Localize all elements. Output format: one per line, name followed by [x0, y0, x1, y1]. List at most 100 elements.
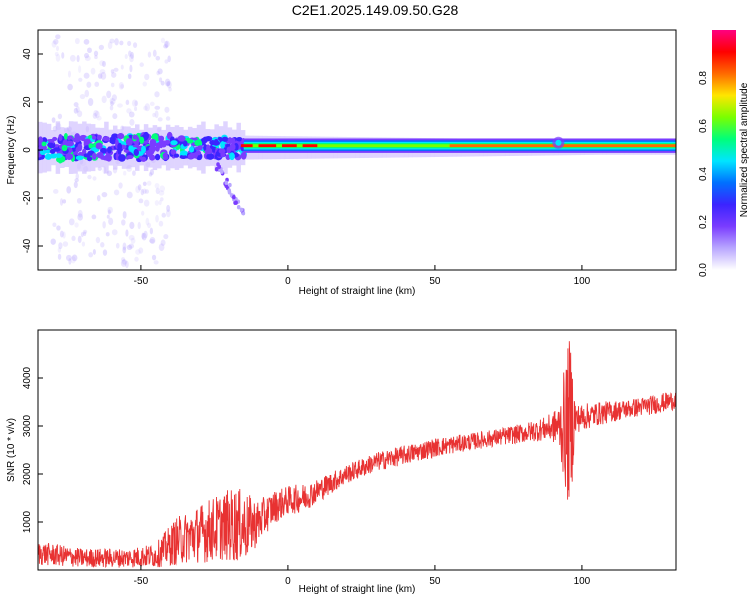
- spectrogram-cell: [78, 65, 82, 73]
- spectrogram-cell: [148, 172, 153, 177]
- spectrogram-cell: [128, 144, 134, 152]
- spectrogram-cell: [126, 108, 132, 114]
- spectrogram-cell: [54, 51, 59, 57]
- spectrogram-cell: [163, 44, 168, 49]
- spectrogram-cell: [153, 260, 159, 265]
- spectrogram-cell: [118, 182, 123, 189]
- spectrogram-cell: [179, 154, 188, 160]
- spectrogram-cell: [236, 137, 243, 142]
- spectrogram-cell: [155, 214, 159, 223]
- spectrogram-panel: -50 0 50 100 -40 -20 0 20 40 Height of straight…: [6, 29, 677, 297]
- spectrogram-cell: [41, 141, 47, 147]
- spectrogram-cell: [164, 41, 169, 49]
- spectrogram-cell: [228, 182, 232, 188]
- spectrogram-cell: [96, 135, 102, 141]
- spectrogram-cell: [152, 49, 157, 58]
- spectrogram-cell: [164, 59, 169, 64]
- spectrogram-cell: [102, 155, 110, 161]
- spectrogram-cell: [177, 135, 186, 142]
- spectrogram-cell: [144, 73, 150, 81]
- spectrogram-cell: [130, 51, 134, 59]
- spectrogram-cell: [157, 117, 163, 122]
- spectrogram-cell: [67, 135, 74, 141]
- spectrogram-cell: [114, 38, 119, 46]
- spectrogram-cell: [77, 209, 83, 218]
- spectrogram-cell: [70, 256, 76, 264]
- spectrogram-cell: [163, 40, 170, 48]
- spectrogram-cell: [58, 242, 63, 250]
- spectrogram-x-ticks: -50 0 50 100: [134, 265, 591, 287]
- snr-y-tick-label: 4000: [22, 366, 33, 389]
- snr-plot-area: [38, 341, 676, 568]
- spectrogram-cell: [149, 101, 155, 107]
- spectrogram-cell: [180, 150, 188, 156]
- spectrogram-cell: [86, 81, 92, 88]
- spectrogram-cell: [164, 78, 171, 87]
- spectrogram-y-tick-label: 0: [22, 147, 33, 153]
- spectrogram-y-tick-label: 40: [22, 48, 33, 60]
- spectrogram-cell: [212, 140, 221, 146]
- spectrogram-cell: [132, 134, 139, 140]
- spectrogram-cell: [143, 199, 150, 207]
- spectrogram-y-tick-label: 20: [22, 96, 33, 108]
- spectrogram-cell: [140, 145, 146, 154]
- spectrogram-cell: [81, 241, 86, 247]
- spectrogram-cell: [57, 253, 62, 260]
- spectrogram-cell: [91, 152, 97, 160]
- spectrogram-cell: [166, 80, 172, 89]
- spectrogram-cell: [138, 198, 144, 204]
- spectrogram-cell: [152, 112, 156, 118]
- spectrogram-core: [302, 144, 318, 148]
- spectrogram-cell: [160, 197, 164, 202]
- spectrogram-cell: [63, 132, 68, 140]
- spectrogram-cell: [84, 55, 91, 62]
- spectrogram-cell: [159, 185, 166, 192]
- spectrogram-cell: [154, 105, 161, 110]
- snr-frame: [37, 329, 677, 571]
- spectrogram-cell: [155, 143, 161, 150]
- spectrogram-cell: [143, 105, 148, 111]
- spectrogram-cell: [128, 50, 132, 57]
- spectrogram-cell: [127, 40, 132, 47]
- spectrogram-cell: [107, 41, 113, 50]
- spectrogram-cell: [142, 188, 147, 194]
- spectrogram-cell: [117, 133, 125, 140]
- spectrogram-cell: [92, 248, 96, 255]
- spectrogram-cell: [141, 232, 147, 241]
- spectrogram-cell: [96, 151, 104, 159]
- spectrogram-cell: [127, 73, 132, 80]
- spectrogram-cell: [75, 173, 80, 180]
- spectrogram-cell: [38, 141, 43, 146]
- spectrogram-cell: [65, 153, 74, 160]
- spectrogram-cell: [125, 260, 129, 269]
- spectrogram-cell: [55, 45, 59, 52]
- spectrogram-cell: [214, 167, 219, 172]
- spectrogram-cell: [194, 139, 203, 147]
- spectrogram-cell: [151, 254, 157, 261]
- spectrogram-cell: [99, 60, 105, 67]
- spectrogram-cell: [107, 206, 113, 214]
- spectrogram-cell: [110, 98, 116, 105]
- spectrogram-cell: [57, 113, 63, 120]
- spectrogram-cell: [187, 153, 195, 160]
- spectrogram-cell: [73, 107, 78, 114]
- snr-x-tick-label: -50: [134, 576, 149, 587]
- spectrogram-cell: [142, 181, 147, 186]
- spectrogram-cell: [121, 219, 126, 226]
- spectrogram-cell: [122, 242, 127, 251]
- spectrogram-cell: [170, 140, 178, 146]
- spectrogram-cell: [160, 37, 166, 44]
- spectrogram-y-tick-label: -20: [22, 190, 33, 205]
- spectrogram-cell: [134, 256, 139, 262]
- spectrogram-cell: [121, 259, 127, 265]
- spectrogram-cell: [220, 169, 224, 174]
- spectrogram-cell: [83, 231, 87, 237]
- spectrogram-cell: [75, 105, 80, 113]
- spectrogram-cell: [158, 135, 165, 142]
- spectrogram-plot-area: [38, 34, 676, 269]
- spectrogram-cell: [112, 113, 118, 120]
- spectrogram-cell: [113, 189, 120, 196]
- spectrogram-cell: [154, 200, 159, 206]
- spectrogram-cell: [56, 225, 61, 231]
